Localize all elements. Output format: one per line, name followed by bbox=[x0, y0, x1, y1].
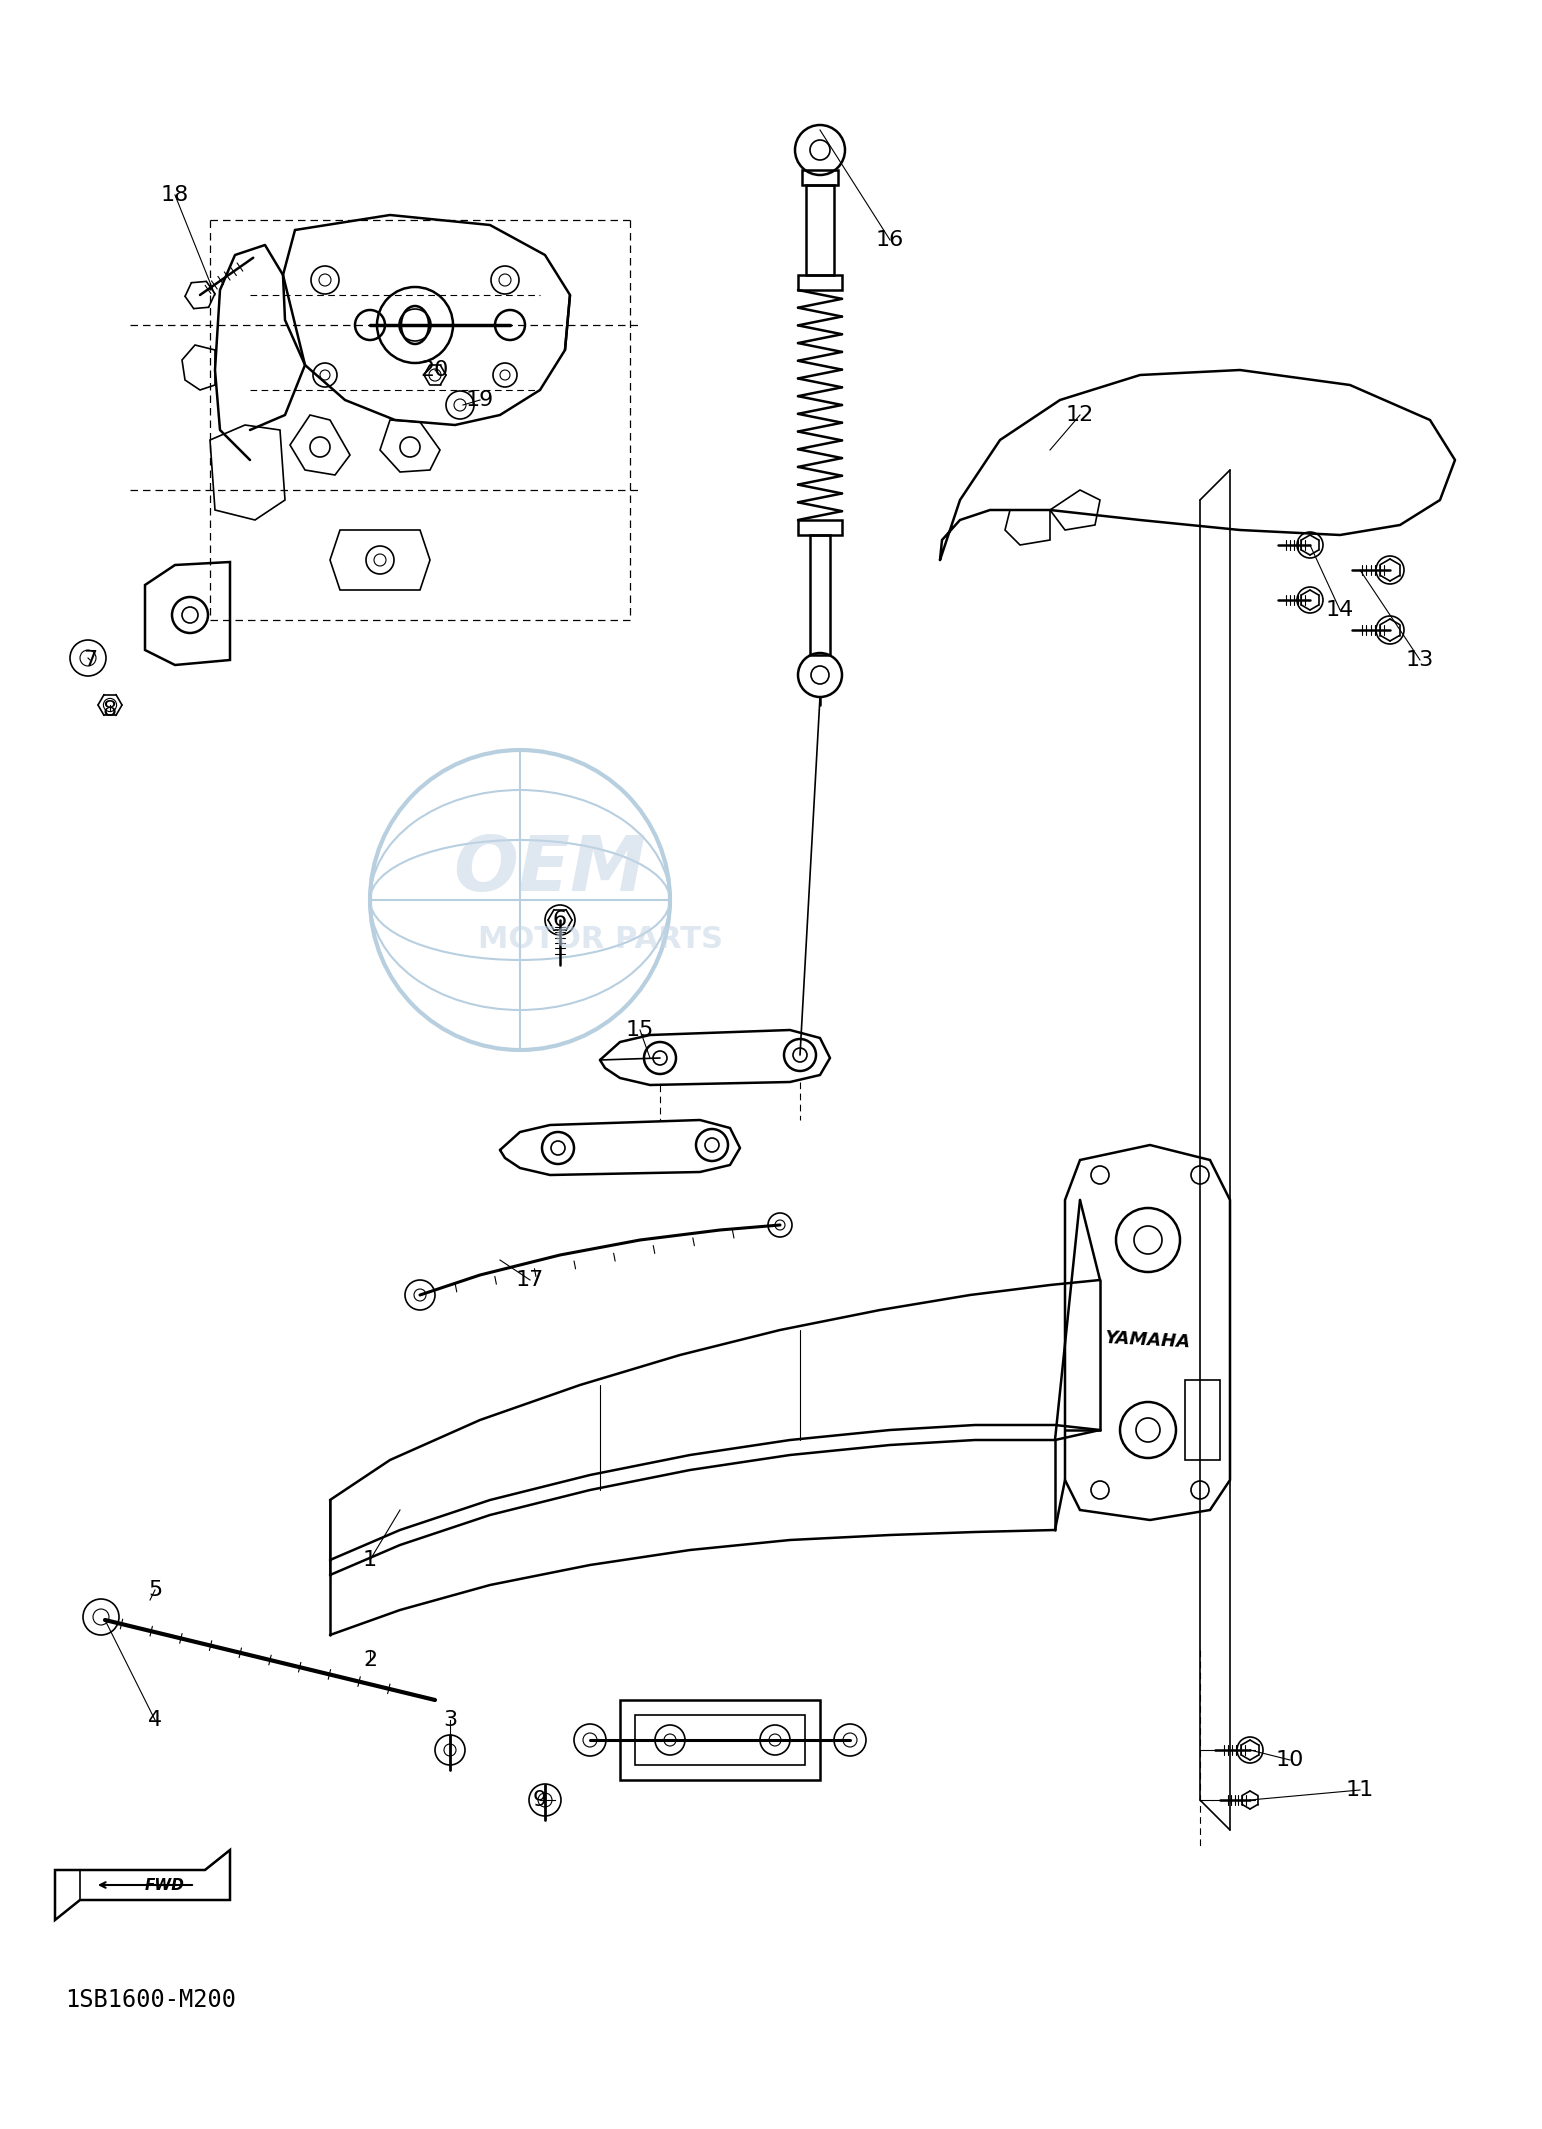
Text: OEM: OEM bbox=[453, 832, 646, 907]
Text: 15: 15 bbox=[626, 1020, 654, 1039]
Bar bbox=[799, 519, 842, 534]
Text: 12: 12 bbox=[1066, 405, 1095, 426]
Text: 18: 18 bbox=[160, 185, 190, 204]
Bar bbox=[799, 275, 842, 290]
Text: 2: 2 bbox=[362, 1650, 378, 1669]
Text: 11: 11 bbox=[1346, 1780, 1374, 1799]
Bar bbox=[810, 534, 830, 656]
Text: 20: 20 bbox=[421, 360, 449, 379]
Text: 4: 4 bbox=[148, 1710, 162, 1731]
Text: 19: 19 bbox=[466, 390, 493, 411]
Text: 1: 1 bbox=[362, 1550, 378, 1569]
Text: 13: 13 bbox=[1406, 649, 1434, 671]
Text: MOTOR PARTS: MOTOR PARTS bbox=[478, 926, 723, 954]
Text: 3: 3 bbox=[443, 1710, 456, 1731]
Text: 10: 10 bbox=[1275, 1750, 1305, 1769]
Text: YAMAHA: YAMAHA bbox=[1104, 1328, 1192, 1352]
Text: 5: 5 bbox=[148, 1580, 162, 1601]
Bar bbox=[806, 185, 834, 275]
Text: 8: 8 bbox=[103, 700, 117, 720]
Text: 16: 16 bbox=[876, 230, 904, 249]
Text: 6: 6 bbox=[554, 909, 567, 930]
Text: 9: 9 bbox=[534, 1790, 547, 1810]
Text: 17: 17 bbox=[517, 1271, 544, 1290]
Text: 7: 7 bbox=[83, 649, 97, 671]
Text: 14: 14 bbox=[1326, 600, 1354, 620]
Text: 1SB1600-M200: 1SB1600-M200 bbox=[65, 1988, 236, 2012]
Text: FWD: FWD bbox=[145, 1878, 185, 1893]
